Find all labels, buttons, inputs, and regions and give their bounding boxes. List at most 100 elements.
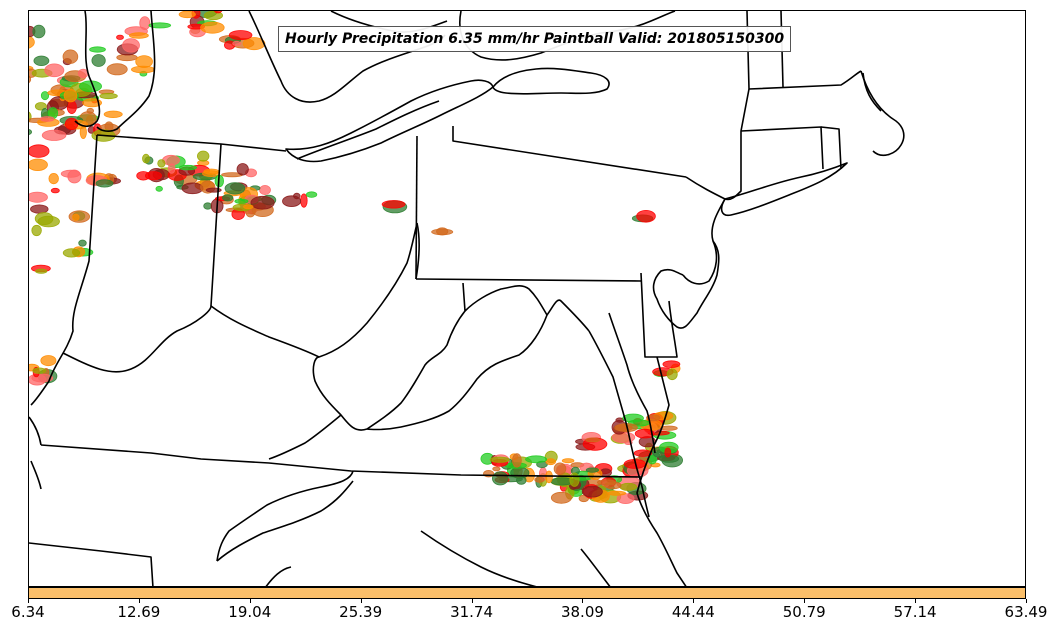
- long-island-outline: [720, 162, 848, 217]
- precipitation-blob: [78, 239, 87, 247]
- precipitation-blob: [381, 200, 406, 209]
- colorbar-tick-mark: [28, 599, 29, 603]
- precipitation-blob: [34, 212, 54, 226]
- precipitation-blob: [40, 91, 50, 101]
- colorbar-tick-label: 44.44: [671, 603, 715, 621]
- precipitation-blob: [116, 34, 124, 40]
- lake-michigan-outline: [74, 11, 156, 132]
- precipitation-blob: [604, 481, 622, 490]
- precipitation-blob: [44, 63, 65, 78]
- precipitation-blob: [135, 55, 153, 68]
- precipitation-blob: [666, 368, 678, 381]
- precipitation-blob: [489, 456, 510, 463]
- precipitation-blob: [242, 37, 266, 51]
- precipitation-blob: [89, 46, 106, 53]
- precipitation-blob: [512, 453, 522, 468]
- precipitation-blob: [31, 224, 42, 237]
- precipitation-blob: [305, 191, 318, 198]
- kentucky-tennessee-border: [40, 444, 642, 478]
- precipitation-blob: [203, 11, 223, 21]
- colorbar-tick-mark: [693, 599, 695, 603]
- precipitation-blob: [99, 92, 118, 100]
- precipitation-blob: [607, 490, 627, 496]
- precipitation-blob: [660, 425, 678, 431]
- precipitation-blob: [167, 163, 176, 174]
- precipitation-blob: [29, 35, 35, 49]
- precipitation-blob: [62, 49, 79, 64]
- precipitation-blob: [203, 202, 213, 210]
- precipitation-blob: [293, 192, 301, 200]
- colorbar-tick-label: 6.34: [11, 603, 45, 621]
- precipitation-blob: [222, 194, 234, 202]
- colorbar: [28, 587, 1026, 599]
- precipitation-blob: [106, 63, 128, 76]
- new-jersey-outline: [652, 240, 720, 329]
- precipitation-blob: [585, 437, 601, 443]
- colorbar-tick-label: 50.79: [782, 603, 826, 621]
- west-virginia-outline: [312, 222, 466, 431]
- colorbar-tick-label: 63.49: [1004, 603, 1048, 621]
- sc-nc-border: [420, 530, 611, 586]
- precipitation-blob: [196, 150, 210, 162]
- colorbar-tick-label: 19.04: [228, 603, 272, 621]
- precipitation-blob: [545, 470, 553, 484]
- precipitation-blob: [29, 158, 48, 171]
- precipitation-blob: [436, 227, 449, 236]
- precipitation-blob: [492, 466, 501, 472]
- precipitation-blob: [41, 129, 67, 141]
- precipitation-blob: [664, 447, 672, 458]
- colorbar-tick-mark: [1026, 599, 1027, 603]
- precipitation-blob: [259, 184, 271, 195]
- map-canvas: [29, 11, 905, 586]
- precipitation-blob: [29, 191, 48, 203]
- precipitation-blob: [148, 22, 172, 29]
- michigan-south-border: [96, 134, 287, 152]
- precipitation-blob: [203, 168, 220, 175]
- map-title: Hourly Precipitation 6.35 mm/hr Paintbal…: [278, 26, 792, 52]
- precipitation-blob: [91, 54, 106, 67]
- pennsylvania-south-border: [415, 278, 642, 282]
- precipitation-blob: [63, 88, 78, 103]
- precipitation-blob: [510, 466, 530, 479]
- precipitation-blob: [622, 413, 644, 423]
- massachusetts-north-border: [748, 70, 882, 112]
- virginia-west-border: [268, 314, 548, 460]
- precipitation-blob: [50, 187, 60, 194]
- precipitation-blob: [32, 24, 46, 39]
- precipitation-blob: [550, 491, 572, 504]
- kentucky-west-rivers: [29, 416, 42, 490]
- indiana-illinois-border: [30, 134, 98, 406]
- precipitation-blob: [155, 185, 163, 192]
- precipitation-blob: [29, 144, 50, 158]
- precipitation-blob: [234, 198, 249, 204]
- lake-erie-outline: [285, 79, 494, 163]
- precipitation-blob: [178, 11, 196, 19]
- precipitation-blob: [79, 80, 103, 93]
- precipitation-blob: [60, 169, 81, 178]
- precipitation-blob: [142, 153, 150, 164]
- colorbar-tick-label: 12.69: [117, 603, 161, 621]
- chesapeake-bay-west-shore: [588, 330, 650, 518]
- north-carolina-boundary: [29, 480, 354, 586]
- precipitation-blob: [634, 428, 655, 439]
- virginia-coast: [636, 356, 687, 586]
- precipitation-blob: [561, 458, 575, 464]
- precipitation-blob: [86, 107, 94, 114]
- precipitation-blob: [250, 195, 275, 210]
- precipitation-blob: [236, 163, 249, 176]
- pennsylvania-north-border: [452, 126, 687, 178]
- precipitation-paintball-layer: [29, 11, 683, 505]
- precipitation-blob: [178, 164, 197, 171]
- precipitation-blob: [636, 210, 656, 223]
- precipitation-blob: [492, 471, 509, 486]
- precipitation-blob: [72, 213, 80, 221]
- map-panel: Hourly Precipitation 6.35 mm/hr Paintbal…: [28, 10, 1026, 587]
- lake-huron-shore: [296, 100, 440, 160]
- precipitation-blob: [633, 449, 653, 457]
- colorbar-tick-mark: [804, 599, 806, 603]
- precipitation-blob: [40, 355, 57, 367]
- precipitation-blob: [128, 32, 149, 39]
- precipitation-blob: [581, 485, 603, 498]
- precipitation-blob: [103, 110, 123, 118]
- precipitation-blob: [95, 179, 114, 188]
